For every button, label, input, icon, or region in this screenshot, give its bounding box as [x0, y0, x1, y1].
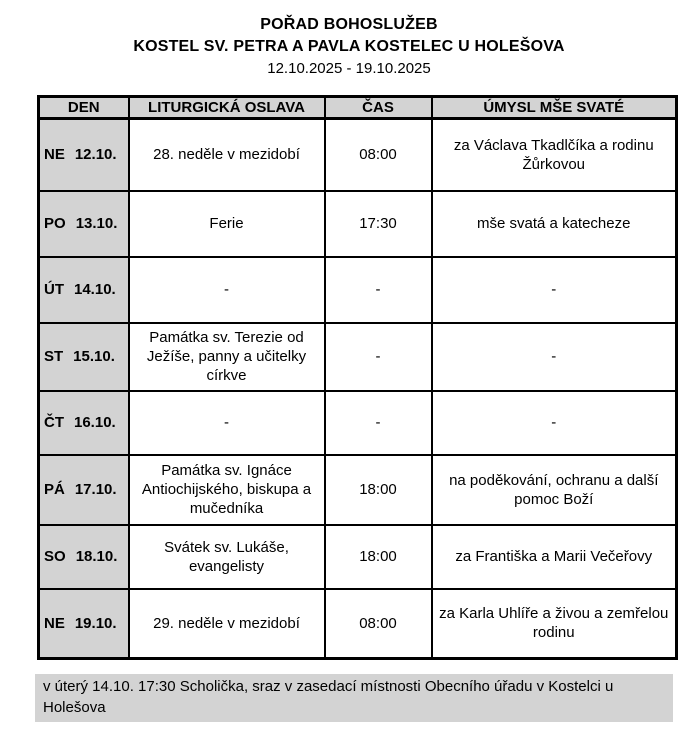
day-date: 13.10.	[75, 215, 118, 232]
celebration-cell: Ferie	[127, 189, 326, 258]
table-row: PÁ 17.10. Památka sv. Ignáce Antiochijské…	[37, 453, 678, 526]
page-title: POŘAD BOHOSLUŽEB	[260, 16, 438, 33]
time-cell: 18:00	[323, 453, 433, 526]
table-row: ČT 16.10. - - -	[37, 389, 678, 456]
time-cell: 08:00	[323, 117, 433, 192]
day-abbr: ČT	[44, 414, 64, 431]
day-cell: PO 13.10.	[37, 189, 130, 258]
title-block: POŘAD BOHOSLUŽEB KOSTEL SV. PETRA A PAVL…	[0, 0, 698, 80]
day-cell: ÚT 14.10.	[37, 255, 130, 324]
day-date: 16.10.	[74, 414, 116, 431]
day-date: 19.10.	[74, 614, 117, 632]
day-date: 18.10.	[75, 548, 118, 565]
day-date: 14.10.	[74, 281, 116, 298]
celebration-cell: Památka sv. Terezie od Ježíše, panny a u…	[127, 321, 326, 392]
day-cell: NE 12.10.	[37, 117, 130, 192]
day-abbr: PO	[44, 215, 66, 232]
table-row: SO 18.10. Svátek sv. Lukáše, evangelisty …	[37, 523, 678, 590]
table-row: NE 12.10. 28. neděle v mezidobí 08:00 za …	[37, 117, 678, 192]
time-cell: -	[323, 389, 433, 456]
day-abbr: NE	[44, 614, 65, 632]
day-date: 17.10.	[74, 481, 117, 498]
intention-cell: za Karla Uhlíře a živou a zemřelou rodin…	[430, 587, 678, 660]
table-row: NE 19.10. 29. neděle v mezidobí 08:00 za …	[37, 587, 678, 660]
celebration-cell: Svátek sv. Lukáše, evangelisty	[127, 523, 326, 590]
day-cell: NE 19.10.	[37, 587, 130, 660]
time-cell: -	[323, 321, 433, 392]
intention-cell: -	[430, 255, 678, 324]
intention-cell: -	[430, 389, 678, 456]
day-cell: ST 15.10.	[37, 321, 130, 392]
table-row: ST 15.10. Památka sv. Terezie od Ježíše, …	[37, 321, 678, 392]
intention-cell: za Václava Tkadlčíka a rodinu Žůrkovou	[430, 117, 678, 192]
time-cell: 17:30	[323, 189, 433, 258]
time-cell: 18:00	[323, 523, 433, 590]
date-range: 12.10.2025 - 19.10.2025	[267, 60, 431, 77]
page-subtitle: KOSTEL SV. PETRA A PAVLA KOSTELEC U HOLE…	[133, 38, 565, 55]
intention-cell: mše svatá a katecheze	[430, 189, 678, 258]
day-date: 12.10.	[74, 146, 117, 164]
intention-cell: za Františka a Marii Večeřovy	[430, 523, 678, 590]
celebration-cell: 28. neděle v mezidobí	[127, 117, 326, 192]
time-cell: -	[323, 255, 433, 324]
day-abbr: NE	[44, 146, 65, 164]
intention-cell: na poděkování, ochranu a další pomoc Bož…	[430, 453, 678, 526]
column-header-den: DEN	[37, 95, 130, 120]
celebration-cell: 29. neděle v mezidobí	[127, 587, 326, 660]
header-row: DEN LITURGICKÁ OSLAVA ČAS ÚMYSL MŠE SVAT…	[37, 95, 678, 120]
table-row: ÚT 14.10. - - -	[37, 255, 678, 324]
celebration-cell: -	[127, 389, 326, 456]
schedule-table: DEN LITURGICKÁ OSLAVA ČAS ÚMYSL MŠE SVAT…	[37, 95, 678, 660]
day-abbr: ÚT	[44, 281, 64, 298]
celebration-cell: -	[127, 255, 326, 324]
column-header-oslava: LITURGICKÁ OSLAVA	[127, 95, 326, 120]
day-cell: ČT 16.10.	[37, 389, 130, 456]
celebration-cell: Památka sv. Ignáce Antiochijského, bisku…	[127, 453, 326, 526]
day-cell: PÁ 17.10.	[37, 453, 130, 526]
day-date: 15.10.	[73, 348, 115, 365]
time-cell: 08:00	[323, 587, 433, 660]
footer-note: v úterý 14.10. 17:30 Scholička, sraz v z…	[35, 674, 673, 722]
day-abbr: PÁ	[44, 481, 65, 498]
column-header-umysl: ÚMYSL MŠE SVATÉ	[430, 95, 678, 120]
day-abbr: SO	[44, 548, 66, 565]
intention-cell: -	[430, 321, 678, 392]
column-header-cas: ČAS	[323, 95, 433, 120]
day-abbr: ST	[44, 348, 64, 365]
day-cell: SO 18.10.	[37, 523, 130, 590]
table-row: PO 13.10. Ferie 17:30 mše svatá a kateche…	[37, 189, 678, 258]
